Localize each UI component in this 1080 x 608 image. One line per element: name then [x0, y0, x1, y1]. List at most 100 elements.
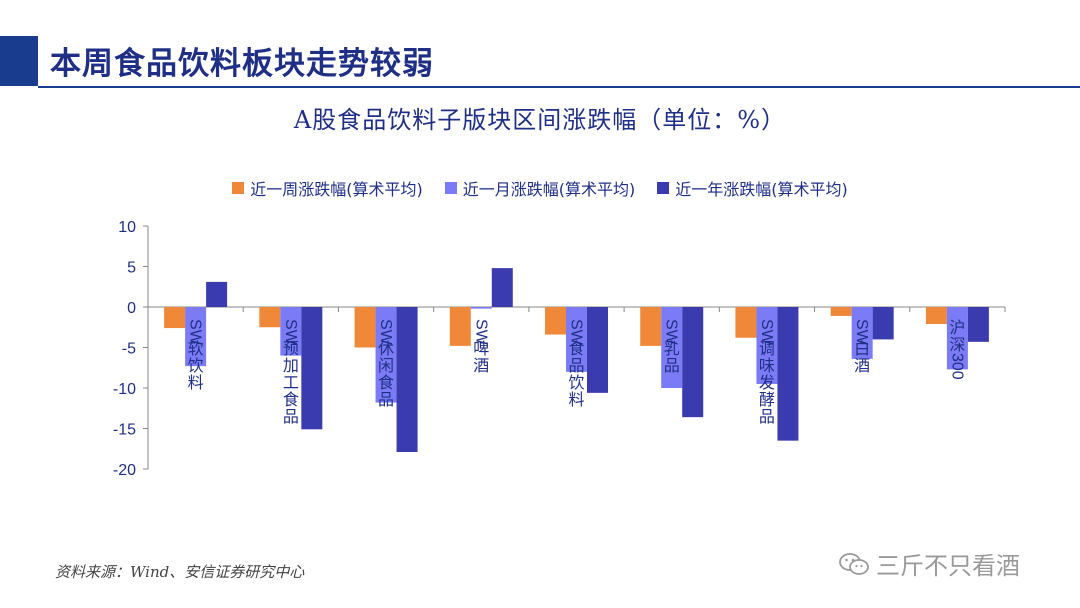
- legend-swatch-year: [657, 182, 670, 194]
- svg-text:白: 白: [854, 339, 870, 358]
- bar-year-1: [301, 307, 323, 430]
- svg-text:加: 加: [283, 356, 299, 375]
- chart-title: A股食品饮料子版块区间涨跌幅（单位：%）: [293, 106, 787, 134]
- svg-text:调: 调: [759, 339, 775, 358]
- legend-label-week: 近一周涨跌幅(算术平均): [250, 180, 423, 199]
- bar-year-7: [872, 307, 894, 340]
- legend-item-week: 近一周涨跌幅(算术平均): [232, 176, 423, 200]
- legend-item-year: 近一年涨跌幅(算术平均): [657, 176, 848, 200]
- svg-text:饮: 饮: [188, 356, 204, 375]
- svg-text:SW: SW: [663, 319, 680, 346]
- svg-text:工: 工: [283, 373, 299, 392]
- svg-text:SW: SW: [853, 319, 870, 346]
- svg-text:品: 品: [283, 407, 299, 426]
- bar-week-0: [164, 307, 186, 329]
- bar-week-5: [640, 307, 662, 346]
- svg-text:酵: 酵: [759, 390, 775, 409]
- bar-week-7: [830, 307, 852, 316]
- bar-month-1: [280, 307, 302, 356]
- bar-year-6: [777, 307, 799, 441]
- y-tick-label: 5: [127, 260, 136, 277]
- bar-week-4: [545, 307, 566, 335]
- y-tick-label: -20: [113, 462, 136, 479]
- legend-swatch-week: [232, 182, 245, 194]
- y-tick-label: -5: [122, 341, 136, 358]
- bar-month-3: [470, 307, 492, 309]
- svg-text:沪: 沪: [949, 318, 965, 337]
- svg-text:发: 发: [759, 373, 775, 392]
- svg-text:SW: SW: [282, 319, 299, 346]
- bar-week-2: [354, 307, 376, 348]
- svg-text:300: 300: [948, 353, 965, 380]
- svg-text:食: 食: [283, 390, 299, 409]
- svg-text:啤: 啤: [473, 339, 489, 358]
- bar-year-5: [682, 307, 704, 418]
- svg-text:SW: SW: [187, 319, 204, 346]
- bar-year-4: [587, 307, 608, 393]
- svg-text:闲: 闲: [378, 356, 394, 375]
- source-note: 资料来源：Wind、安信证券研究中心: [55, 563, 305, 581]
- bar-month-8: [946, 307, 968, 370]
- legend-label-month: 近一月涨跌幅(算术平均): [462, 180, 636, 199]
- y-tick-label: 0: [127, 300, 136, 317]
- svg-text:SW: SW: [472, 319, 489, 346]
- bar-month-5: [661, 307, 683, 388]
- watermark: 三斤不只看酒: [838, 546, 1020, 581]
- bar-month-4: [566, 307, 587, 372]
- page-title: 本周食品饮料板块走势较弱: [50, 46, 434, 82]
- svg-text:SW: SW: [758, 319, 775, 346]
- svg-text:软: 软: [188, 339, 204, 358]
- svg-text:料: 料: [188, 373, 204, 392]
- legend-label-year: 近一年涨跌幅(算术平均): [675, 180, 848, 199]
- bar-week-8: [925, 307, 947, 325]
- svg-text:品: 品: [664, 356, 680, 375]
- svg-text:味: 味: [759, 356, 775, 375]
- y-tick-label: -10: [113, 381, 136, 398]
- svg-text:食: 食: [568, 339, 584, 358]
- svg-text:酒: 酒: [473, 356, 489, 375]
- bar-month-7: [851, 307, 873, 359]
- bar-year-0: [206, 281, 228, 307]
- svg-text:SW: SW: [377, 319, 394, 346]
- bar-week-6: [735, 307, 757, 338]
- bar-week-1: [259, 307, 281, 328]
- wechat-icon: [839, 552, 869, 575]
- svg-text:酒: 酒: [854, 356, 870, 375]
- svg-text:食: 食: [378, 373, 394, 392]
- bar-year-8: [967, 307, 989, 342]
- bar-year-3: [491, 268, 513, 307]
- watermark-text: 三斤不只看酒: [876, 552, 1020, 580]
- svg-text:品: 品: [759, 407, 775, 426]
- svg-text:品: 品: [568, 356, 584, 375]
- svg-text:预: 预: [283, 339, 299, 358]
- svg-text:品: 品: [378, 390, 394, 409]
- title-underline: [38, 86, 1080, 88]
- svg-text:SW: SW: [568, 319, 585, 346]
- y-tick-label: 10: [118, 219, 136, 236]
- svg-text:深: 深: [949, 335, 965, 354]
- bar-month-6: [756, 307, 778, 384]
- y-tick-label: -15: [113, 422, 136, 439]
- legend-swatch-month: [444, 182, 457, 194]
- title-accent-bar: [0, 36, 38, 86]
- bar-week-3: [449, 307, 471, 346]
- svg-text:饮: 饮: [568, 373, 584, 392]
- svg-text:料: 料: [568, 390, 584, 409]
- legend-item-month: 近一月涨跌幅(算术平均): [444, 176, 636, 200]
- bar-month-0: [185, 307, 207, 367]
- chart-legend: 近一周涨跌幅(算术平均) 近一月涨跌幅(算术平均) 近一年涨跌幅(算术平均): [0, 176, 1080, 200]
- bar-month-2: [375, 307, 397, 403]
- svg-text:休: 休: [378, 339, 394, 358]
- bar-year-2: [396, 307, 418, 452]
- svg-text:乳: 乳: [664, 339, 680, 358]
